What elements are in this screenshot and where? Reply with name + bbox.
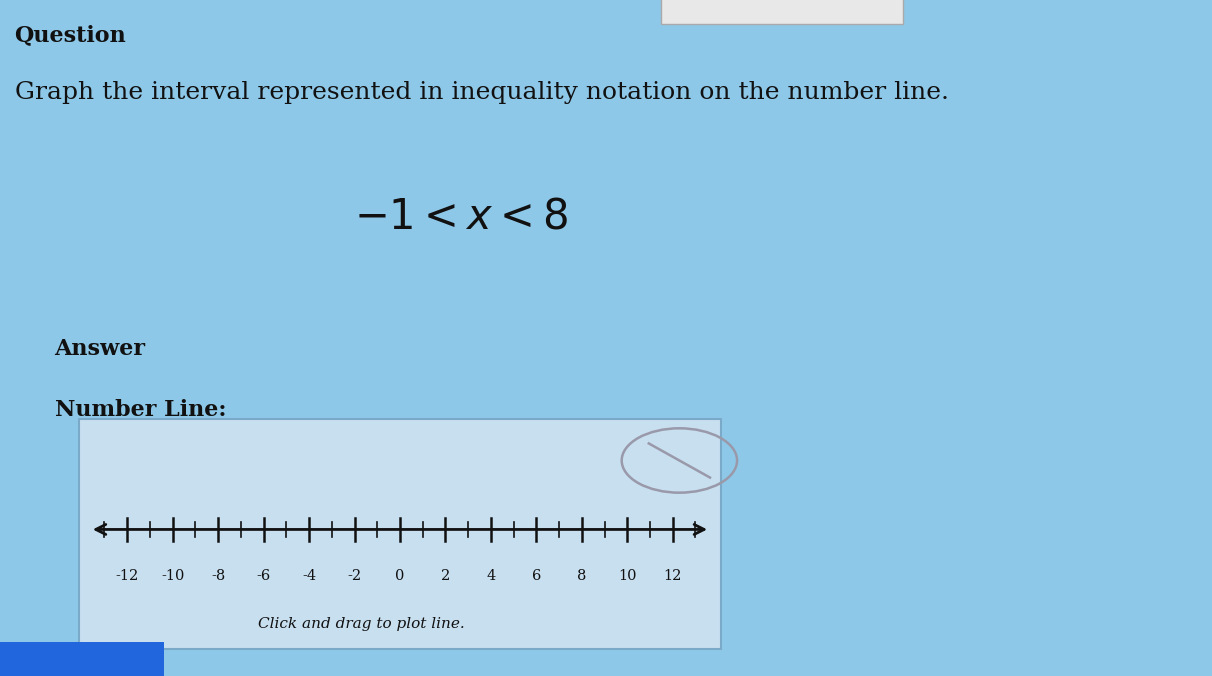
Text: Click and drag to plot line.: Click and drag to plot line. <box>258 617 464 631</box>
FancyBboxPatch shape <box>79 419 721 649</box>
Text: 12: 12 <box>663 569 682 583</box>
Text: 0: 0 <box>395 569 405 583</box>
Text: -6: -6 <box>257 569 270 583</box>
Text: -2: -2 <box>348 569 361 583</box>
Text: 6: 6 <box>532 569 541 583</box>
Text: Graph the interval represented in inequality notation on the number line.: Graph the interval represented in inequa… <box>15 81 949 104</box>
FancyBboxPatch shape <box>661 0 903 24</box>
Text: 2: 2 <box>441 569 450 583</box>
Text: 8: 8 <box>577 569 587 583</box>
Text: -8: -8 <box>211 569 225 583</box>
Text: 4: 4 <box>486 569 496 583</box>
Text: Question: Question <box>15 24 126 46</box>
Text: -4: -4 <box>302 569 316 583</box>
FancyBboxPatch shape <box>0 642 164 676</box>
Text: 10: 10 <box>618 569 636 583</box>
Text: Answer: Answer <box>55 338 145 360</box>
Text: $-1 < x < 8$: $-1 < x < 8$ <box>354 195 567 237</box>
Text: -12: -12 <box>115 569 139 583</box>
Text: -10: -10 <box>161 569 184 583</box>
Text: Number Line:: Number Line: <box>55 399 227 421</box>
